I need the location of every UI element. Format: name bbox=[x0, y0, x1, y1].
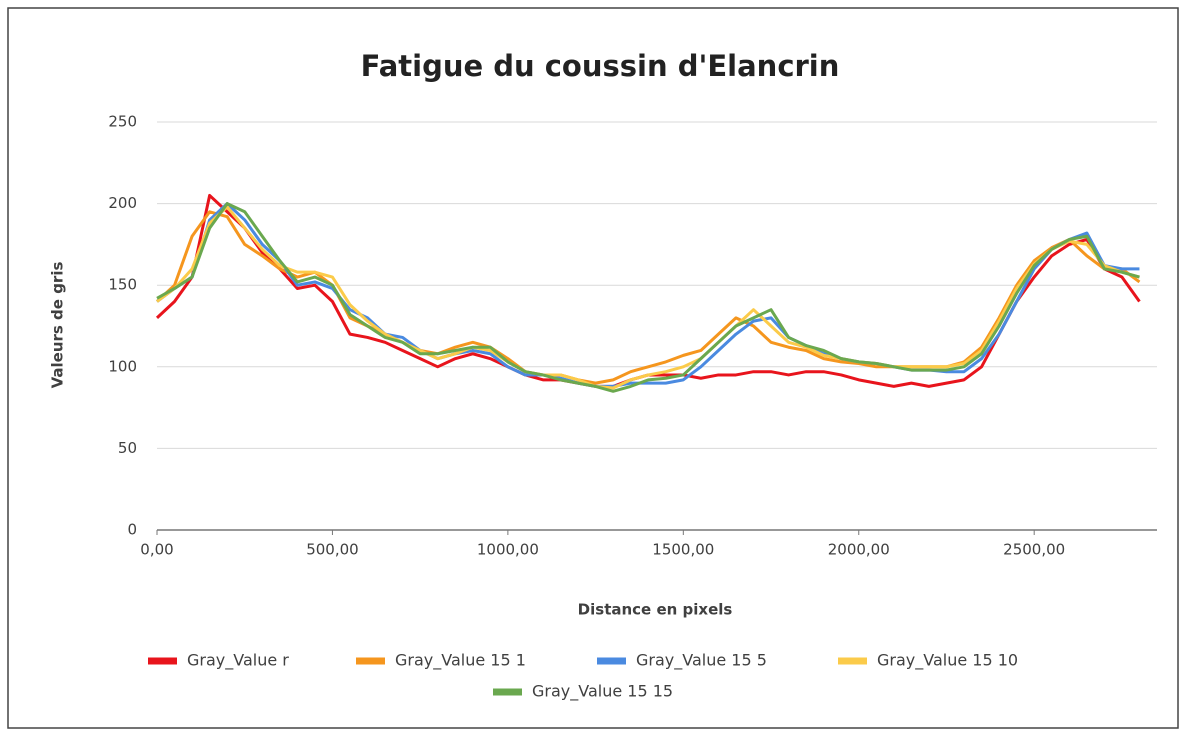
x-axis-label: Distance en pixels bbox=[578, 601, 733, 619]
y-tick-label: 150 bbox=[108, 276, 137, 294]
legend-label: Gray_Value 15 1 bbox=[395, 651, 526, 671]
y-tick-label: 200 bbox=[108, 194, 137, 212]
series-line bbox=[156, 202, 1140, 388]
legend-label: Gray_Value 15 5 bbox=[636, 651, 767, 671]
y-tick-label: 0 bbox=[127, 521, 137, 539]
y-tick-label: 50 bbox=[118, 439, 137, 457]
series-line bbox=[156, 205, 1140, 390]
x-tick-label: 500,00 bbox=[306, 541, 359, 559]
legend-label: Gray_Value 15 10 bbox=[877, 651, 1018, 671]
y-tick-label: 250 bbox=[108, 113, 137, 131]
y-tick-label: 100 bbox=[108, 357, 137, 375]
legend-label: Gray_Value 15 15 bbox=[532, 682, 673, 702]
x-tick-label: 1500,00 bbox=[652, 541, 714, 559]
chart-frame bbox=[7, 7, 1179, 729]
x-tick-label: 2500,00 bbox=[1003, 541, 1065, 559]
series-line bbox=[155, 210, 1141, 385]
x-tick-label: 1000,00 bbox=[477, 541, 539, 559]
series-line bbox=[156, 202, 1140, 393]
legend-label: Gray_Value r bbox=[187, 651, 289, 671]
chart-title: Fatigue du coussin d'Elancrin bbox=[361, 49, 840, 83]
y-axis-label: Valeurs de gris bbox=[49, 262, 67, 389]
x-tick-label: 0,00 bbox=[140, 541, 173, 559]
x-tick-label: 2000,00 bbox=[828, 541, 890, 559]
